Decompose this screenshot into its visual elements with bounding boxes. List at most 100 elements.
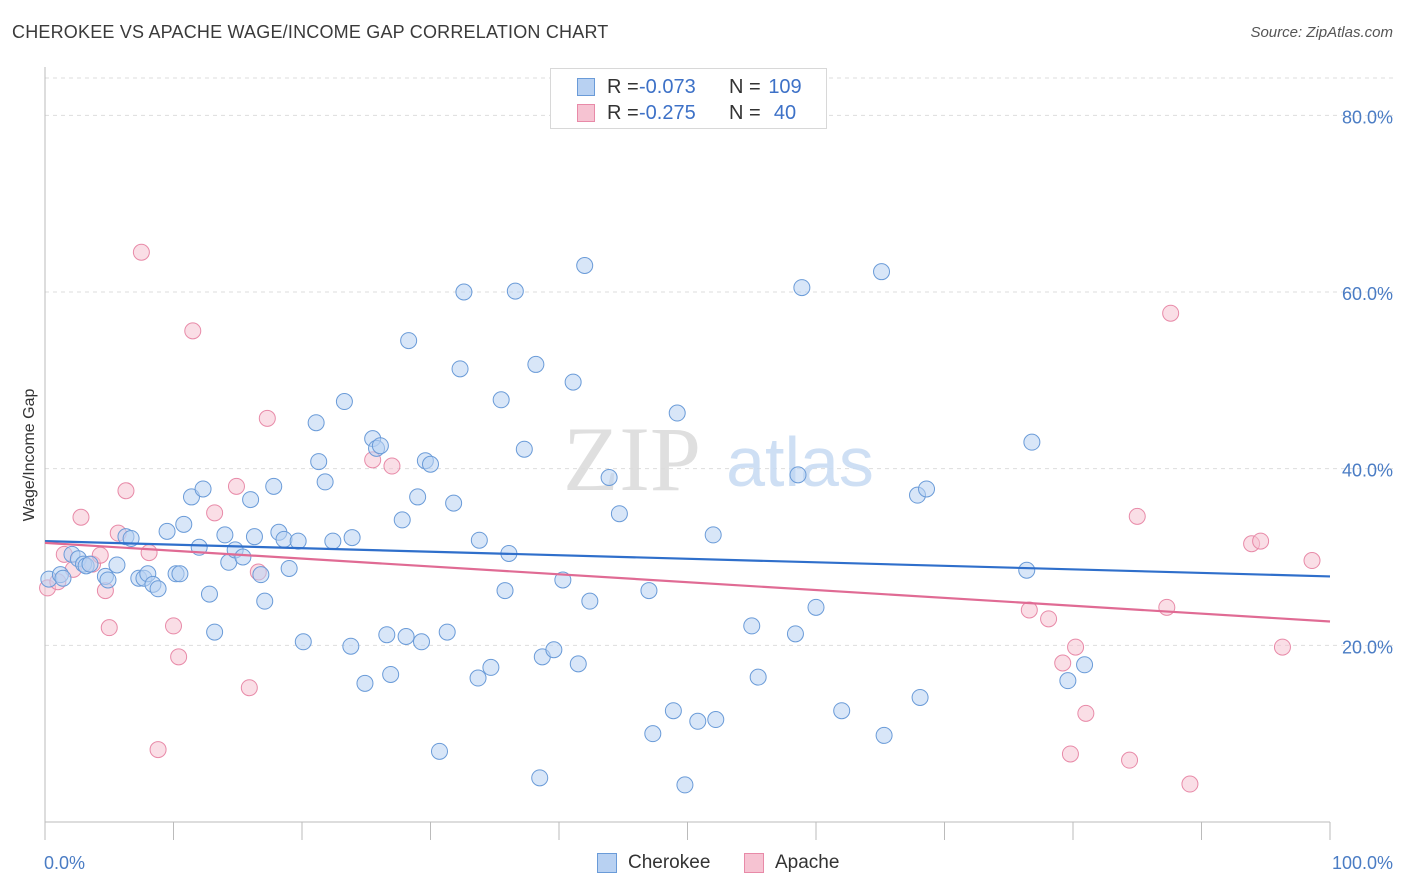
- apache-point: [1067, 638, 1085, 656]
- cherokee-point: [640, 582, 658, 600]
- apache-point: [149, 741, 167, 759]
- apache-legend-swatch: [744, 853, 764, 873]
- cherokee-point: [252, 566, 270, 584]
- watermark-zip: ZIP: [563, 408, 701, 510]
- apache-point: [117, 482, 135, 500]
- apache-point: [1162, 304, 1180, 322]
- cherokee-point: [581, 592, 599, 610]
- cherokee-point: [545, 641, 563, 659]
- cherokee-point: [438, 623, 456, 641]
- cherokee-point: [527, 355, 545, 373]
- cherokee-point: [664, 702, 682, 720]
- y-tick-label: 80.0%: [1342, 107, 1393, 127]
- apache-point: [1121, 751, 1139, 769]
- cherokee-point: [54, 569, 72, 587]
- apache-legend-label: Apache: [775, 852, 840, 873]
- cherokee-point: [175, 515, 193, 533]
- cherokee-point: [644, 725, 662, 743]
- legend-n-value: 109: [768, 75, 802, 98]
- legend-r-value: -0.275: [639, 101, 696, 124]
- apache-point: [72, 508, 90, 526]
- cherokee-point: [324, 532, 342, 550]
- cherokee-point: [496, 582, 514, 600]
- cherokee-point: [256, 592, 274, 610]
- cherokee-point: [149, 580, 167, 598]
- cherokee-point: [400, 332, 418, 350]
- apache-point: [1128, 507, 1146, 525]
- apache-point: [165, 617, 182, 635]
- cherokee-point: [382, 665, 400, 683]
- cherokee-point: [171, 565, 189, 583]
- legend-r-value: -0.073: [639, 75, 696, 98]
- cherokee-point: [316, 473, 334, 491]
- cherokee-point: [182, 488, 200, 506]
- cherokee-point: [356, 674, 374, 692]
- cherokee-point: [707, 711, 725, 729]
- cherokee-point: [371, 437, 389, 455]
- cherokee-point: [242, 491, 260, 509]
- apache-point: [383, 457, 401, 475]
- apache-point: [140, 544, 158, 562]
- cherokee-point: [786, 625, 804, 643]
- apache-point: [258, 409, 276, 427]
- cherokee-point: [569, 655, 587, 673]
- apache-point: [1040, 610, 1058, 628]
- cherokee-point: [445, 494, 463, 512]
- cherokee-point: [704, 526, 722, 544]
- apache-trend-line: [44, 541, 1331, 623]
- cherokee-point: [81, 555, 99, 573]
- apache-point: [1252, 532, 1270, 550]
- cherokee-point: [335, 393, 353, 411]
- y-tick-label: 20.0%: [1342, 637, 1393, 657]
- cherokee-point: [793, 279, 811, 297]
- legend-r-label: R =: [607, 75, 639, 98]
- cherokee-point: [610, 505, 628, 523]
- cherokee-point: [689, 712, 707, 730]
- cherokee-legend-label: Cherokee: [628, 852, 711, 873]
- legend-n-label: N =: [729, 101, 761, 124]
- cherokee-point: [1018, 561, 1036, 579]
- cherokee-point: [576, 257, 594, 274]
- cherokee-point: [275, 530, 293, 548]
- apache-point: [1077, 704, 1095, 722]
- cherokee-point: [515, 440, 533, 458]
- cherokee-point: [470, 531, 488, 549]
- bottom-legend-apache: Apache: [744, 852, 839, 874]
- cherokee-point: [216, 526, 234, 544]
- tick-labels: 20.0% 40.0% 60.0% 80.0% 0.0% 100.0%: [44, 107, 1393, 873]
- y-axis-title: Wage/Income Gap: [21, 389, 38, 522]
- cherokee-trend-line: [44, 540, 1331, 578]
- cherokee-point: [482, 658, 500, 676]
- apache-point: [1181, 775, 1199, 793]
- cherokee-point: [343, 529, 361, 547]
- apache-point: [170, 648, 188, 666]
- watermark-atlas: atlas: [726, 423, 874, 501]
- cherokee-point: [469, 669, 487, 687]
- chart-title: CHEROKEE VS APACHE WAGE/INCOME GAP CORRE…: [12, 22, 609, 42]
- cherokee-point: [833, 702, 851, 720]
- cherokee-point: [676, 776, 694, 794]
- cherokee-point: [564, 373, 582, 391]
- cherokee-point: [600, 469, 618, 486]
- cherokee-points: [40, 257, 1094, 794]
- legend-row-cherokee: R = -0.073 N = 109: [577, 75, 805, 99]
- cherokee-point: [200, 585, 218, 603]
- cherokee-point: [342, 637, 360, 655]
- cherokee-point: [289, 532, 307, 550]
- legend-row-apache: R = -0.275 N = 40: [577, 101, 805, 125]
- apache-point: [227, 477, 245, 495]
- cherokee-point: [918, 480, 936, 498]
- cherokee-point: [206, 623, 224, 641]
- apache-swatch: [577, 104, 595, 122]
- cherokee-point: [455, 283, 473, 301]
- x-tick-label-min: 0.0%: [44, 853, 85, 873]
- cherokee-point: [280, 559, 298, 577]
- cherokee-point: [531, 769, 549, 787]
- cherokee-point: [430, 742, 448, 760]
- cherokee-point: [911, 688, 929, 706]
- y-tick-label: 60.0%: [1342, 284, 1393, 304]
- axes: [44, 67, 1331, 840]
- cherokee-point: [668, 404, 686, 422]
- apache-point: [1061, 745, 1079, 763]
- source-label: Source: ZipAtlas.com: [1250, 24, 1393, 41]
